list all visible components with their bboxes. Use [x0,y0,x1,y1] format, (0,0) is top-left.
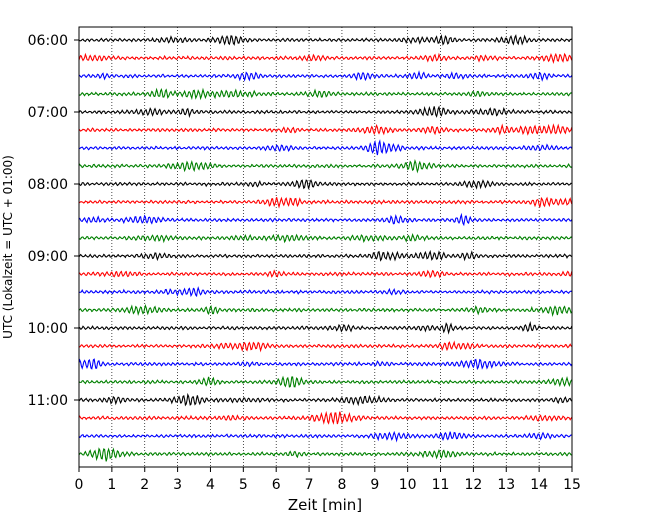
seismic-trace [78,249,573,262]
seismic-trace [78,447,572,462]
x-axis-label: Zeit [min] [288,496,362,514]
trace-layer [78,34,573,462]
x-tick-label: 8 [337,477,346,493]
x-tick-label: 7 [305,477,314,493]
seismic-trace [78,87,573,101]
x-tick-label: 4 [206,477,215,493]
seismic-trace [78,179,572,190]
seismic-trace [78,286,573,298]
seismic-trace [78,375,573,388]
seismic-trace [78,269,573,279]
seismic-trace [78,358,573,371]
seismic-trace [78,159,573,174]
plot-frame [78,26,573,468]
seismic-trace [78,430,572,443]
x-tick-label: 6 [272,477,281,493]
plot-background [79,27,572,467]
seismic-trace [78,321,573,335]
seismic-trace [78,70,573,82]
y-tick-label: 10:00 [28,321,68,337]
x-tick-label: 5 [239,477,248,493]
y-tick-label: 09:00 [28,249,68,265]
x-tick-label: 3 [173,477,182,493]
x-tick-label: 10 [399,477,417,493]
x-axis: 0 1 2 3 4 5 6 7 8 9 10 11 12 13 14 15 [75,467,581,493]
x-tick-label: 0 [75,477,84,493]
x-tick-label: 12 [464,477,482,493]
y-tick-label: 11:00 [28,393,68,409]
x-tick-label: 2 [140,477,149,493]
y-tick-label: 08:00 [28,177,68,193]
x-tick-label: 14 [530,477,548,493]
seismic-trace [78,105,573,119]
seismic-trace [78,340,573,353]
x-tick-label: 9 [370,477,379,493]
seismic-trace [78,410,573,425]
y-axis: 06:00 07:00 08:00 09:00 10:00 11:00 [28,33,79,409]
x-tick-label: 13 [497,477,515,493]
seismic-trace [78,233,573,244]
y-axis-label: UTC (Lokalzeit = UTC + 01:00) [1,155,15,339]
y-tick-label: 07:00 [28,105,68,121]
seismic-trace [78,123,573,136]
x-tick-label: 15 [563,477,581,493]
x-tick-label: 11 [432,477,450,493]
y-tick-label: 06:00 [28,33,68,49]
seismic-trace [78,139,573,156]
seismic-trace [78,196,573,209]
seismic-trace [78,212,573,227]
x-tick-label: 1 [107,477,116,493]
grid-layer [111,27,540,467]
seismic-trace [78,303,573,318]
seismic-trace [78,52,573,64]
seismic-trace [78,34,573,46]
seismic-trace [78,392,573,407]
